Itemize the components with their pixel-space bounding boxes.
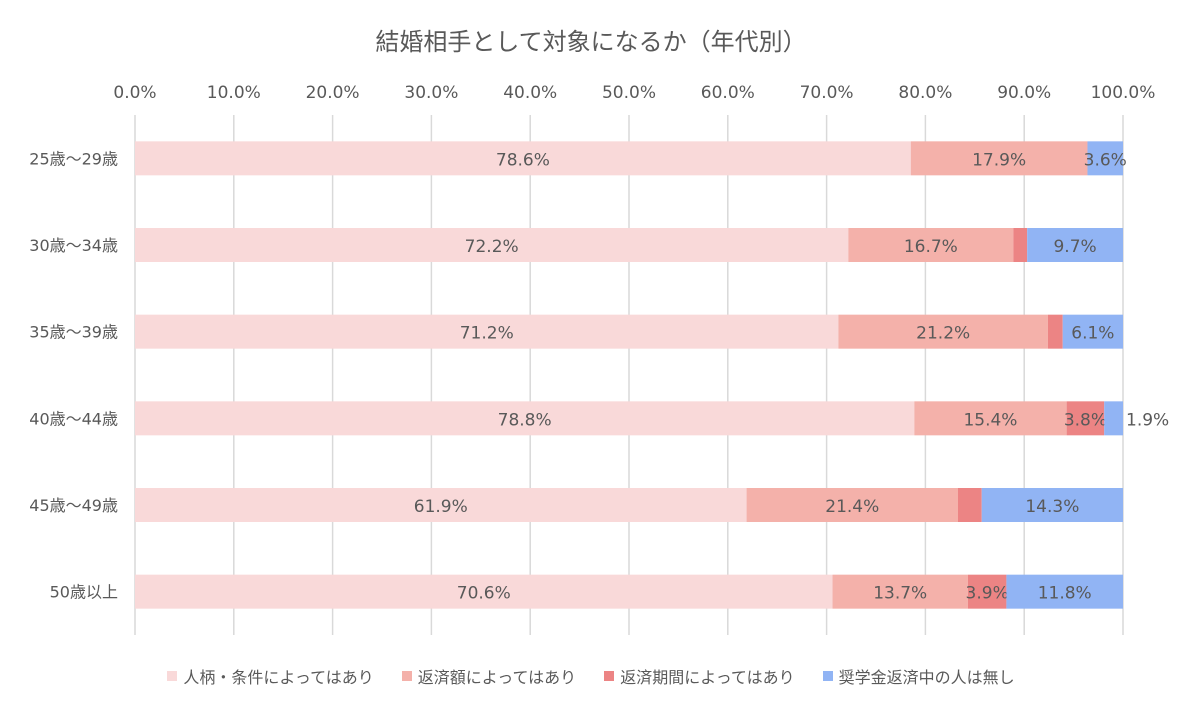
data-label: 21.2%: [916, 324, 970, 344]
bar-segment: [1047, 314, 1063, 349]
legend-label: 返済期間によってはあり: [620, 668, 795, 687]
legend-swatch: [167, 671, 178, 681]
data-label: 9.7%: [1053, 237, 1096, 257]
data-label: 21.4%: [825, 497, 879, 517]
bar-segment: [135, 574, 833, 609]
data-label: 14.3%: [1025, 497, 1079, 517]
bar-segment: [746, 488, 959, 522]
legend-item: 人柄・条件によってはあり: [167, 664, 374, 688]
data-label: 78.8%: [498, 410, 552, 430]
bar-segment: [135, 228, 849, 262]
data-label: 15.4%: [963, 410, 1017, 430]
bar-segment: [981, 488, 1123, 522]
x-tick-label: 90.0%: [997, 83, 1051, 103]
category-label: 35歳～39歳: [29, 323, 118, 342]
bar-segment: [135, 314, 839, 349]
x-tick-label: 100.0%: [1091, 83, 1156, 103]
x-tick-label: 10.0%: [207, 83, 261, 103]
data-label: 13.7%: [873, 584, 927, 604]
bar-segment: [838, 314, 1048, 349]
bar-segment: [1027, 228, 1123, 262]
bar-segment: [1087, 141, 1123, 176]
legend-label: 人柄・条件によってはあり: [183, 668, 374, 687]
bar-segment: [914, 401, 1067, 436]
data-label: 16.7%: [904, 237, 958, 257]
bar-segment: [910, 141, 1088, 176]
bar-segment: [958, 488, 982, 522]
legend-label: 返済額によってはあり: [417, 668, 577, 687]
data-label: 3.9%: [966, 584, 1009, 604]
x-tick-label: 50.0%: [602, 83, 656, 103]
bar-segment: [135, 488, 747, 522]
data-label: 11.8%: [1038, 584, 1092, 604]
legend-label: 奨学金返済中の人は無し: [838, 668, 1015, 687]
legend-item: 返済期間によってはあり: [604, 664, 795, 688]
data-label: 71.2%: [460, 324, 514, 344]
x-tick-label: 40.0%: [503, 83, 557, 103]
legend-swatch: [822, 671, 833, 681]
data-label: 72.2%: [465, 237, 519, 257]
data-label: 70.6%: [457, 584, 511, 604]
legend-item: 返済額によってはあり: [401, 664, 577, 688]
x-tick-label: 60.0%: [701, 83, 755, 103]
x-tick-label: 70.0%: [800, 83, 854, 103]
chart-title: 結婚相手として対象になるか（年代別）: [375, 28, 807, 56]
category-label: 30歳～34歳: [29, 236, 118, 255]
bar-segment: [832, 574, 968, 609]
data-label: 61.9%: [414, 497, 468, 517]
x-tick-label: 0.0%: [113, 83, 156, 103]
data-label: 1.9%: [1126, 410, 1169, 430]
x-tick-label: 30.0%: [404, 83, 458, 103]
bar-segment: [967, 574, 1007, 609]
legend-swatch: [604, 671, 615, 681]
bar-segment: [1006, 574, 1123, 609]
data-label: 3.6%: [1084, 150, 1127, 170]
bar-segment: [1062, 314, 1123, 349]
category-label: 50歳以上: [50, 583, 118, 602]
x-tick-label: 20.0%: [306, 83, 360, 103]
data-label: 3.8%: [1064, 410, 1107, 430]
bar-segment: [1104, 401, 1123, 436]
bar-segment: [135, 141, 911, 176]
legend-swatch: [401, 671, 412, 681]
category-label: 25歳～29歳: [29, 149, 118, 168]
legend-item: 奨学金返済中の人は無し: [822, 664, 1015, 688]
bar-segment: [848, 228, 1014, 262]
x-tick-label: 80.0%: [898, 83, 952, 103]
data-label: 17.9%: [972, 150, 1026, 170]
category-label: 45歳～49歳: [29, 496, 118, 515]
bar-segment: [1066, 401, 1105, 436]
data-label: 6.1%: [1071, 324, 1114, 344]
category-label: 40歳～44歳: [29, 409, 118, 428]
bar-segment: [135, 401, 915, 436]
chart-legend: 人柄・条件によってはあり 返済額によってはあり 返済期間によってはあり 奨学金返済中の…: [0, 664, 1182, 688]
bar-segment: [1013, 228, 1028, 262]
data-label: 78.6%: [496, 150, 550, 170]
